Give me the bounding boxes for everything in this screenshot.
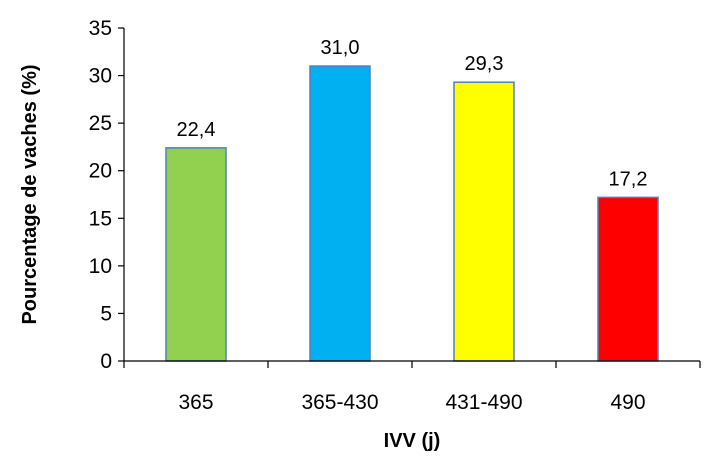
data-label-365-430: 31,0 (321, 37, 360, 59)
bar-431-490 (453, 81, 515, 362)
x-axis-ticks: 365 365-430 431-490 490 (123, 361, 701, 414)
x-tick-label: 365-430 (301, 391, 378, 414)
y-tick-label: 0 (100, 350, 112, 373)
data-label-365: 22,4 (177, 119, 216, 141)
data-labels: 22,4 31,0 29,3 17,2 (177, 37, 648, 190)
bar-490 (597, 196, 659, 362)
y-axis-ticks: 0 5 10 15 20 25 30 35 (89, 17, 124, 373)
y-tick-label: 10 (89, 255, 112, 278)
x-tick-label: 490 (610, 391, 645, 414)
data-label-490: 17,2 (609, 168, 648, 190)
x-tick-label: 431-490 (445, 391, 522, 414)
y-tick-label: 25 (89, 112, 112, 135)
data-label-431-490: 29,3 (465, 53, 504, 75)
bar-365-430 (309, 65, 371, 362)
x-tick-label: 365 (178, 391, 213, 414)
y-tick-label: 20 (89, 160, 112, 183)
y-tick-label: 15 (89, 207, 112, 230)
y-tick-label: 5 (100, 302, 112, 325)
y-axis-title: Pourcentage de vaches (%) (19, 64, 41, 324)
x-axis-title: IVV (j) (384, 430, 441, 452)
bar-365 (165, 147, 227, 362)
y-tick-label: 30 (89, 65, 112, 88)
y-tick-label: 35 (89, 17, 112, 40)
bars (165, 65, 659, 362)
